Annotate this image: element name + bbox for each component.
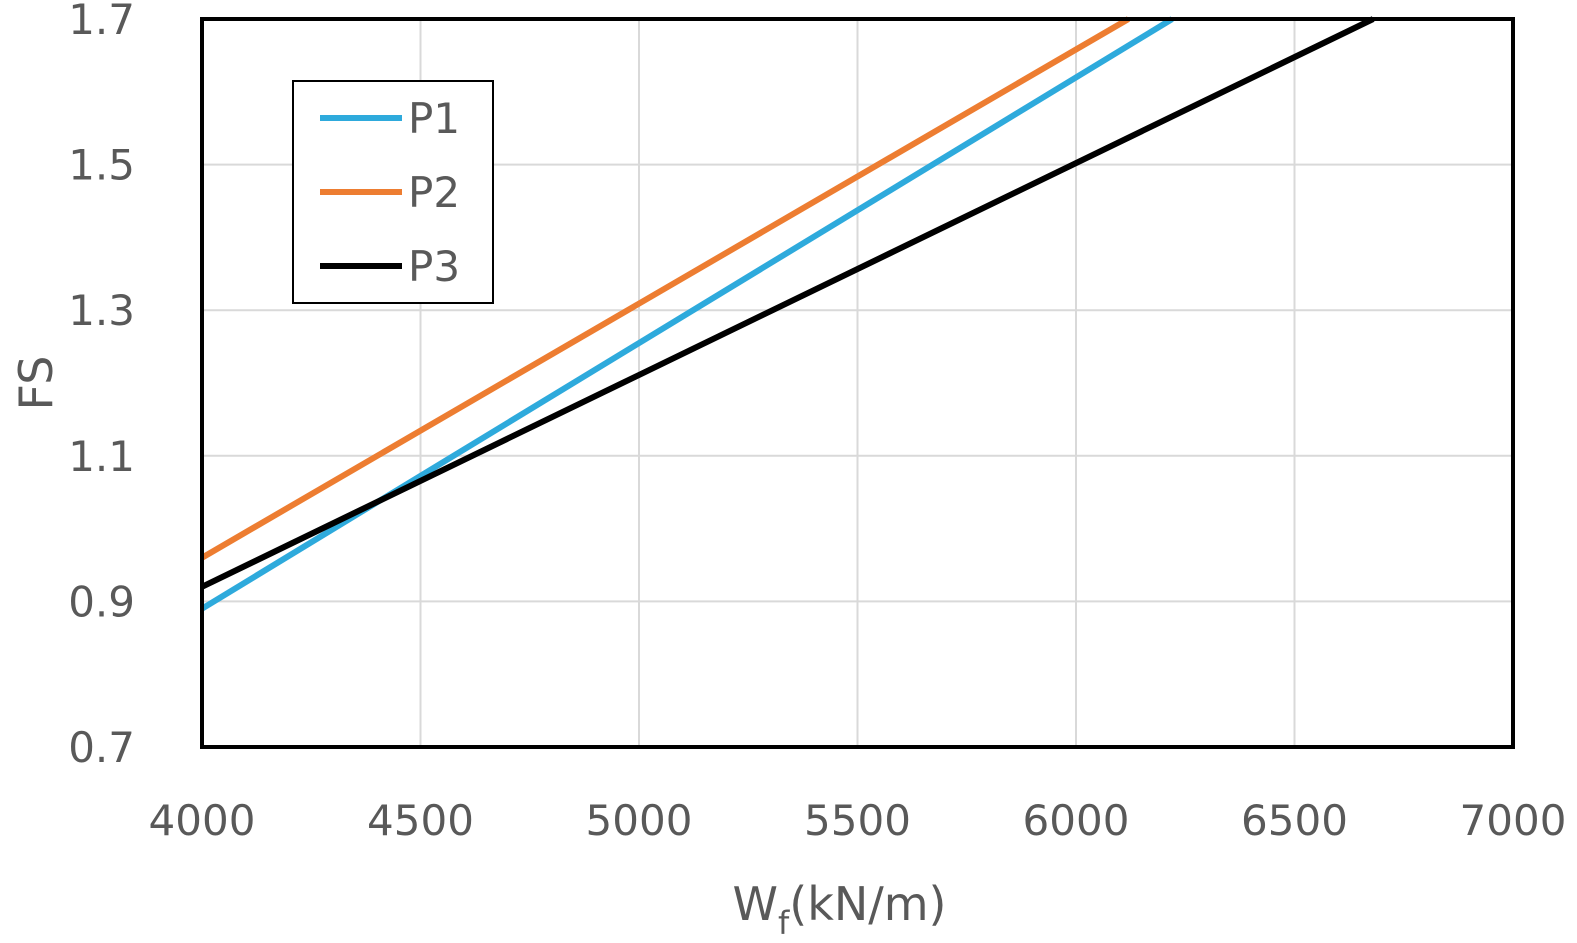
x-axis-title: Wf(kN/m) — [733, 877, 947, 942]
x-tick-label: 6500 — [1241, 796, 1348, 845]
series-line-p2 — [200, 16, 1130, 561]
y-tick-labels: 0.7 0.9 1.1 1.3 1.5 1.7 — [68, 0, 135, 772]
legend: P1 P2 P3 — [292, 80, 494, 304]
legend-label-p3: P3 — [408, 242, 460, 291]
x-axis-title-unit: (kN/m) — [789, 877, 946, 931]
x-tick-label: 7000 — [1460, 796, 1567, 845]
plot-frame — [200, 17, 1515, 749]
x-tick-label: 5000 — [586, 796, 693, 845]
legend-label-p1: P1 — [408, 94, 460, 143]
x-tick-label: 5500 — [804, 796, 911, 845]
x-tick-label: 4000 — [149, 796, 256, 845]
series-lines — [200, 16, 1375, 612]
grid — [202, 19, 1513, 747]
y-tick-label: 0.9 — [68, 577, 135, 626]
y-tick-label: 1.5 — [68, 141, 135, 190]
y-tick-label: 1.7 — [68, 0, 135, 44]
y-axis-title: FS — [9, 356, 63, 411]
series-line-p3 — [200, 16, 1375, 590]
x-tick-label: 6000 — [1023, 796, 1130, 845]
y-tick-label: 1.3 — [68, 286, 135, 335]
x-axis-title-main: W — [733, 877, 778, 931]
x-tick-labels: 4000 4500 5000 5500 6000 6500 7000 — [149, 796, 1567, 845]
x-axis-title-subscript: f — [778, 904, 790, 942]
legend-label-p2: P2 — [408, 168, 460, 217]
x-tick-label: 4500 — [367, 796, 474, 845]
y-tick-label: 0.7 — [68, 723, 135, 772]
y-tick-label: 1.1 — [68, 432, 135, 481]
